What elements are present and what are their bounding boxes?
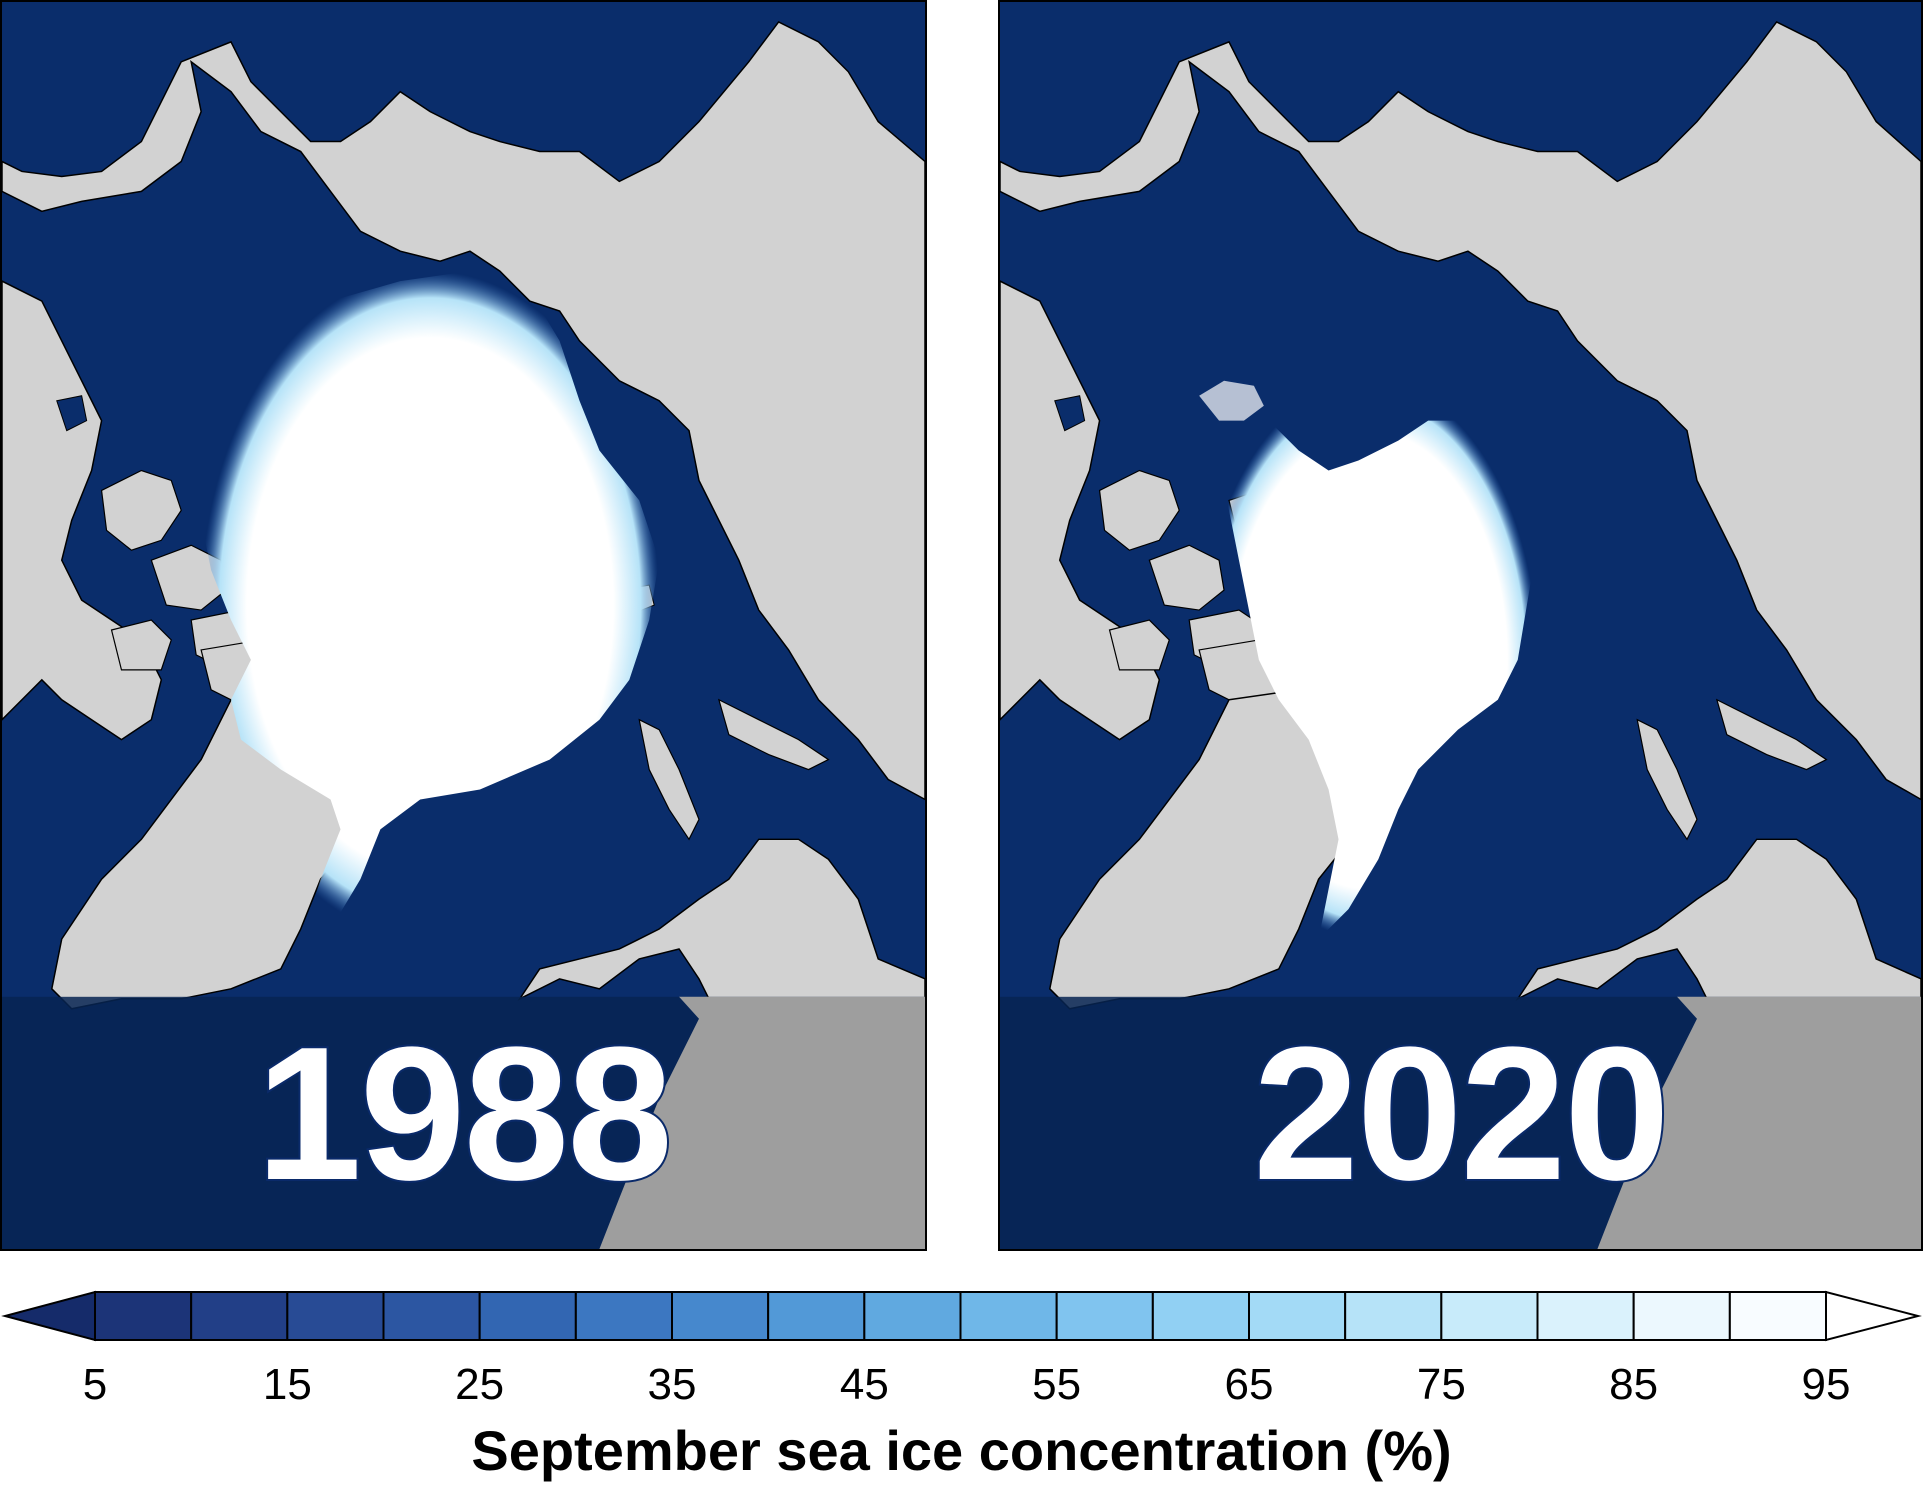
year-label: 1988 [254,1008,675,1220]
colorbar-swatches [1,1290,1922,1342]
colorbar-swatch [190,1291,289,1341]
colorbar-swatch [382,1291,481,1341]
colorbar-tick-label: 5 [82,1360,108,1409]
arctic-map-1988 [2,2,925,1249]
colorbar-swatch [1632,1291,1731,1341]
colorbar-swatch [959,1291,1058,1341]
colorbar-tick-label: 45 [839,1360,889,1409]
colorbar-swatch [1151,1291,1251,1341]
colorbar-max-triangle [1825,1290,1922,1342]
colorbar-swatch [767,1291,866,1341]
map-panel-1988: 1988 [0,0,927,1251]
colorbar-swatch [94,1291,193,1341]
colorbar-swatch [1055,1291,1154,1341]
colorbar-min-triangle [1,1290,96,1342]
colorbar-swatch [478,1291,577,1341]
map-panel-2020: 2020 [998,0,1923,1251]
colorbar-swatch [1536,1291,1635,1341]
colorbar-tick-label: 35 [647,1360,697,1409]
colorbar: 5 15 25 35 45 55 65 75 85 95 September sea ice co… [0,1290,1923,1512]
colorbar-tick-label: 25 [455,1360,505,1409]
colorbar-swatch [574,1291,673,1341]
year-label: 2020 [1251,1008,1672,1220]
colorbar-tick-label: 55 [1032,1360,1082,1409]
colorbar-swatch [671,1291,770,1341]
colorbar-tick-label: 15 [262,1360,312,1409]
colorbar-tick-label: 85 [1609,1360,1659,1409]
colorbar-swatch [863,1291,962,1341]
colorbar-tick-label: 95 [1801,1360,1851,1409]
colorbar-swatch [286,1291,385,1341]
colorbar-swatch [1248,1291,1347,1341]
colorbar-title: September sea ice concentration (%) [471,1419,1452,1482]
colorbar-swatch [1728,1291,1828,1341]
colorbar-tick-label: 65 [1224,1360,1274,1409]
arctic-map-2020 [1000,2,1921,1249]
colorbar-swatch [1344,1291,1443,1341]
colorbar-tick-label: 75 [1416,1360,1466,1409]
colorbar-swatch [1440,1291,1539,1341]
